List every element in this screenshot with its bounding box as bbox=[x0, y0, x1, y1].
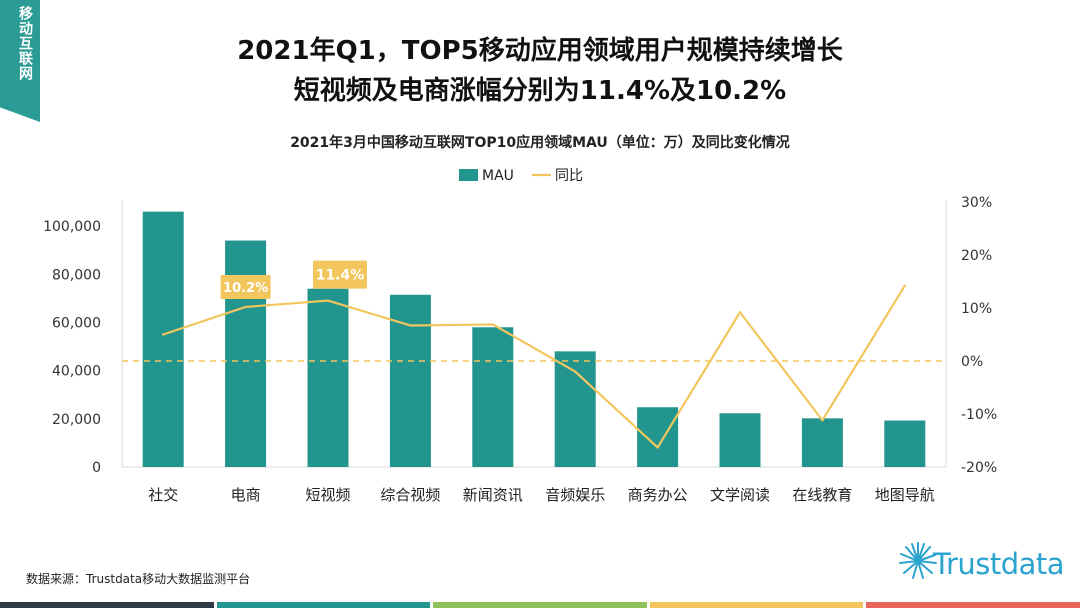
category-label: 文学阅读 bbox=[710, 486, 770, 504]
left-tick-label: 0 bbox=[92, 460, 101, 476]
category-label: 综合视频 bbox=[380, 486, 440, 504]
category-label: 在线教育 bbox=[792, 486, 852, 504]
left-tick-label: 20,000 bbox=[52, 412, 101, 428]
page-title-line1: 2021年Q1，TOP5移动应用领域用户规模持续增长 bbox=[237, 36, 843, 66]
mau-bar bbox=[389, 294, 431, 467]
mau-bar bbox=[719, 413, 761, 467]
yoy-line bbox=[162, 285, 906, 449]
logo-wordmark: Trustdata bbox=[933, 547, 1065, 581]
bottom-bar-segment bbox=[216, 602, 431, 608]
mau-bar bbox=[884, 420, 926, 467]
category-label: 社交 bbox=[148, 486, 178, 504]
right-tick-label: 20% bbox=[961, 248, 992, 264]
yoy-point bbox=[409, 324, 412, 327]
left-tick-label: 40,000 bbox=[52, 364, 101, 380]
legend-yoy-label: 同比 bbox=[555, 168, 583, 184]
mau-bar bbox=[225, 240, 267, 467]
legend-mau-swatch bbox=[459, 169, 478, 181]
yoy-point bbox=[656, 446, 659, 449]
category-label: 音频娱乐 bbox=[545, 486, 605, 504]
category-label: 短视频 bbox=[305, 486, 350, 504]
yoy-point bbox=[491, 323, 494, 326]
mau-bar bbox=[472, 327, 514, 467]
category-label: 电商 bbox=[231, 486, 261, 504]
left-tick-label: 100,000 bbox=[43, 219, 101, 235]
yoy-point bbox=[326, 299, 330, 302]
bottom-bar-segment bbox=[866, 602, 1080, 608]
page-title-line2: 短视频及电商涨幅分别为11.4%及10.2% bbox=[293, 76, 787, 106]
sunburst-icon bbox=[899, 542, 937, 579]
mau-bar bbox=[307, 288, 349, 467]
right-tick-label: -20% bbox=[961, 460, 997, 476]
annotation-label: 11.4% bbox=[316, 268, 365, 284]
bottom-bar-segment bbox=[649, 602, 864, 608]
yoy-point bbox=[738, 311, 742, 314]
yoy-point bbox=[162, 333, 165, 336]
mau-bar bbox=[554, 351, 596, 467]
category-badge-text: 移动互联网 bbox=[17, 6, 33, 81]
right-tick-label: -10% bbox=[961, 407, 997, 423]
yoy-point bbox=[244, 305, 247, 309]
category-label: 商务办公 bbox=[628, 486, 688, 504]
bottom-bar-segment bbox=[0, 602, 214, 608]
annotation-label: 10.2% bbox=[223, 281, 268, 296]
left-tick-label: 60,000 bbox=[52, 315, 101, 331]
chart-title: 2021年3月中国移动互联网TOP10应用领域MAU（单位：万）及同比变化情况 bbox=[290, 135, 790, 151]
mau-bar bbox=[142, 211, 184, 467]
bottom-color-bar bbox=[0, 602, 1080, 608]
annotation-box bbox=[313, 260, 367, 289]
yoy-point bbox=[903, 284, 906, 287]
mau-bar bbox=[801, 418, 843, 467]
chart-canvas: 0 20,000 40,000 60,000 80,000 100,000 -20% -10%… bbox=[43, 168, 997, 504]
right-tick-label: 10% bbox=[961, 301, 992, 317]
data-source: 数据来源：Trustdata移动大数据监测平台 bbox=[26, 572, 251, 586]
bottom-bar-segment bbox=[433, 602, 647, 608]
yoy-point bbox=[821, 419, 824, 422]
right-tick-label: 30% bbox=[961, 195, 992, 211]
right-tick-label: 0% bbox=[961, 354, 983, 370]
category-badge bbox=[0, 0, 40, 122]
category-label: 地图导航 bbox=[875, 486, 935, 504]
annotation-box bbox=[220, 274, 271, 299]
legend-mau-label: MAU bbox=[482, 168, 514, 184]
category-label: 新闻资讯 bbox=[463, 486, 523, 504]
yoy-point bbox=[574, 370, 577, 373]
mau-bar bbox=[637, 407, 679, 467]
trustdata-logo: Trustdata bbox=[893, 535, 1068, 590]
left-tick-label: 80,000 bbox=[52, 267, 101, 283]
